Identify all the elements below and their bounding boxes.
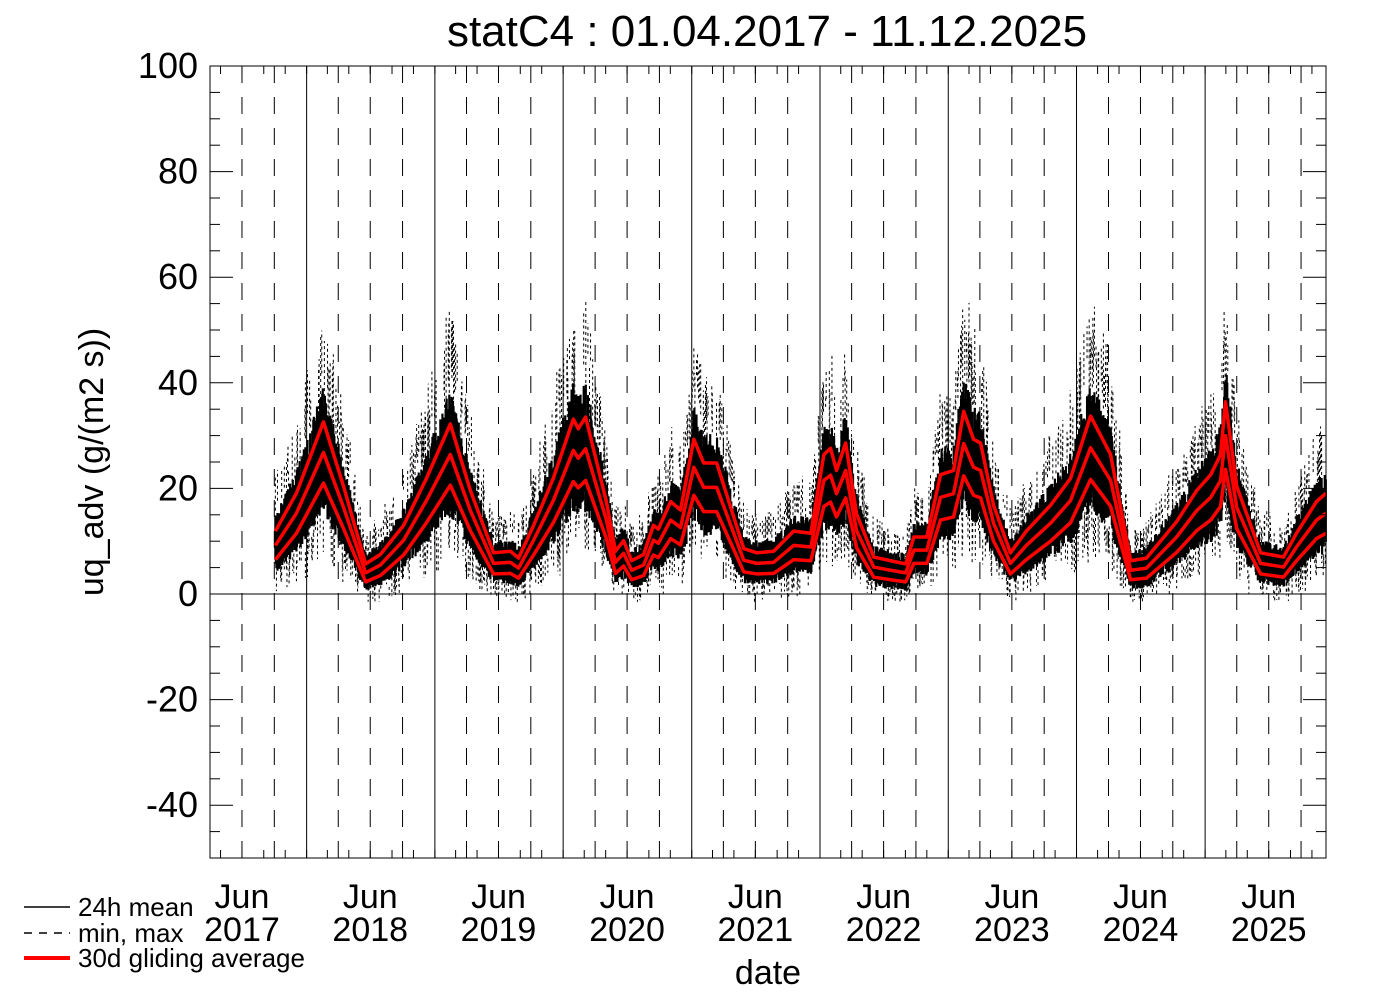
gliding-average-mean-line	[273, 433, 1328, 575]
x-tick-label-month: Jun	[1241, 878, 1296, 916]
x-tick-label-month: Jun	[728, 878, 783, 916]
y-tick-labels: 100 80 60 40 20 0 -20 -40	[138, 45, 198, 825]
x-tick-label-year: 2024	[1103, 911, 1179, 949]
legend-label-gliding-average: 30d gliding average	[78, 943, 305, 973]
x-tick-label-year: 2019	[461, 911, 537, 949]
y-tick-label: 80	[158, 151, 198, 192]
y-tick-label: -40	[146, 784, 198, 825]
x-tick-label-month: Jun	[1113, 878, 1168, 916]
x-axis-label: date	[735, 954, 801, 992]
x-tick-label-month: Jun	[343, 878, 398, 916]
y-tick-label: 60	[158, 256, 198, 297]
x-tick-label-month: Jun	[856, 878, 911, 916]
gliding-average-min-line	[273, 467, 1327, 584]
x-tick-label-year: 2021	[718, 911, 794, 949]
x-tick-label-year: 2018	[332, 911, 408, 949]
daily-data-band	[274, 300, 1327, 602]
x-tick-label-year: 2022	[846, 911, 922, 949]
gliding-average-lines	[273, 400, 1328, 584]
x-tick-label-year: 2017	[204, 911, 280, 949]
x-tick-label-month: Jun	[984, 878, 1039, 916]
axis-ticks	[210, 65, 1326, 859]
x-tick-labels: Jun2017Jun2018Jun2019Jun2020Jun2021Jun20…	[204, 878, 1306, 949]
x-tick-label-month: Jun	[471, 878, 526, 916]
y-tick-label: 20	[158, 467, 198, 508]
gliding-average-max-line	[273, 400, 1328, 566]
y-tick-label: 100	[138, 45, 198, 86]
x-tick-label-year: 2025	[1231, 911, 1307, 949]
x-tick-label-month: Jun	[600, 878, 655, 916]
y-tick-label: 0	[178, 573, 198, 614]
legend-label-min-max: min, max	[78, 918, 183, 948]
y-tick-label: -20	[146, 679, 198, 720]
x-tick-label-year: 2023	[974, 911, 1050, 949]
x-tick-label-month: Jun	[215, 878, 270, 916]
legend-label-24h-mean: 24h mean	[78, 892, 194, 922]
y-axis-label: uq_adv (g/(m2 s))	[73, 328, 111, 596]
legend: 24h mean min, max 30d gliding average	[24, 892, 305, 973]
x-tick-label-year: 2020	[589, 911, 665, 949]
y-tick-label: 40	[158, 362, 198, 403]
plot-frame	[209, 65, 1327, 859]
grid-lines	[209, 66, 1302, 858]
chart-title: statC4 : 01.04.2017 - 11.12.2025	[447, 7, 1087, 56]
